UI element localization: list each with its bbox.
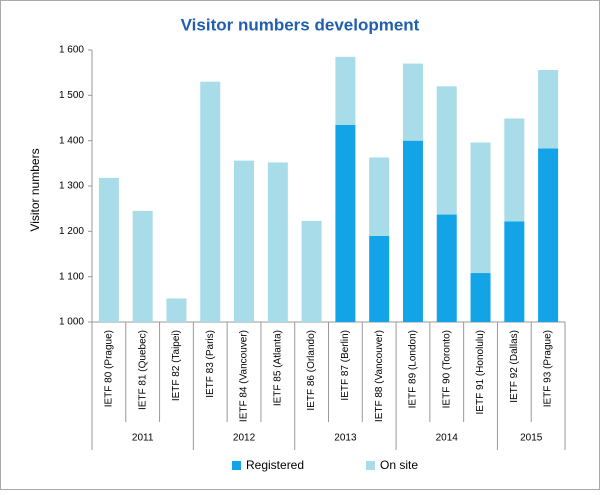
y-tick-label: 1 300 [59, 181, 84, 192]
x-tick-label: IETF 91 (Honolulu) [475, 330, 486, 414]
y-tick-label: 1 000 [59, 317, 84, 328]
bar-segment [369, 157, 390, 236]
x-tick-label: IETF 87 (Berlin) [340, 330, 351, 401]
x-tick-label: IETF 80 (Prague) [104, 330, 115, 407]
y-tick-label: 1 100 [59, 271, 84, 282]
legend-label: Registered [246, 458, 304, 472]
x-tick-label: IETF 82 (Taipei) [171, 330, 182, 401]
bar-segment [504, 221, 525, 322]
bar-segment [132, 210, 153, 322]
legend-swatch [232, 461, 241, 470]
group-label: 2013 [334, 433, 357, 444]
x-tick-label: IETF 83 (Paris) [205, 330, 216, 398]
bar-segment [369, 235, 390, 322]
bar-segment [538, 69, 559, 149]
bar-segment [234, 160, 255, 322]
chart-title: Visitor numbers development [181, 15, 420, 34]
bar-segment [335, 56, 356, 125]
group-label: 2011 [132, 433, 154, 444]
bar-segment [301, 220, 322, 322]
group-label: 2014 [436, 433, 459, 444]
bar-segment [436, 86, 457, 215]
bar-segment [504, 118, 525, 222]
bar-segment [470, 142, 491, 274]
x-tick-label: IETF 85 (Atlanta) [272, 330, 283, 406]
x-tick-label: IETF 81 (Quebec) [137, 330, 148, 410]
legend-swatch [366, 461, 375, 470]
bar-segment [98, 177, 119, 322]
y-tick-label: 1 500 [59, 90, 84, 101]
bar-segment [335, 124, 356, 322]
x-tick-label: IETF 84 (Vancouver) [239, 330, 250, 422]
x-tick-label: IETF 86 (Orlando) [306, 330, 317, 411]
legend-label: On site [380, 458, 418, 472]
y-tick-label: 1 200 [59, 226, 84, 237]
x-tick-label: IETF 88 (Vancouver) [374, 330, 385, 422]
bar-segment [166, 298, 187, 322]
x-tick-label: IETF 93 (Prague) [543, 330, 554, 407]
group-label: 2012 [233, 433, 256, 444]
bar-segment [200, 81, 221, 322]
bar-segment [436, 214, 457, 322]
x-tick-label: IETF 90 (Toronto) [441, 330, 452, 408]
bar-segment [402, 63, 423, 141]
x-tick-label: IETF 92 (Dallas) [509, 330, 520, 403]
y-axis-label: Visitor numbers [28, 148, 42, 231]
bar-segment [402, 140, 423, 322]
y-tick-label: 1 600 [59, 45, 84, 56]
group-label: 2015 [520, 433, 543, 444]
bar-segment [470, 273, 491, 322]
bar-segment [267, 162, 288, 322]
x-tick-label: IETF 89 (London) [408, 330, 419, 408]
bar-segment [538, 148, 559, 322]
y-tick-label: 1 400 [59, 135, 84, 146]
